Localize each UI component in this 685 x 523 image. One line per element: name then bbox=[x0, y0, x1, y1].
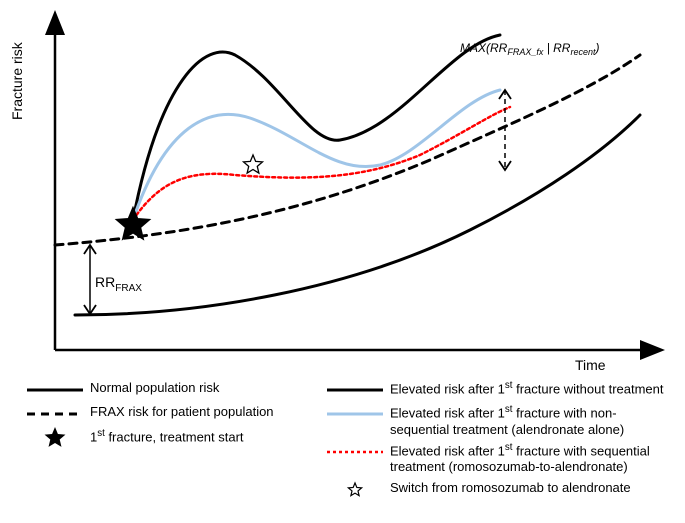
legend-label-sequential: Elevated risk after 1st fracture with se… bbox=[390, 442, 680, 476]
switch-star bbox=[243, 155, 262, 173]
legend-label-first-fracture: 1st fracture, treatment start bbox=[90, 428, 320, 446]
legend-label-switch: Switch from romosozumab to alendronate bbox=[390, 480, 680, 496]
curve-normal-population bbox=[75, 115, 640, 315]
fracture-risk-diagram: Fracture risk Time RRFRAX MAX(RRFRAX_fx … bbox=[0, 0, 685, 380]
rr-frax-annotation: RRFRAX bbox=[95, 274, 142, 294]
legend-item-sequential: Elevated risk after 1st fracture with se… bbox=[320, 442, 680, 476]
legend-label-no-treatment: Elevated risk after 1st fracture without… bbox=[390, 380, 680, 398]
max-annotation: MAX(RRFRAX_fx | RRrecent) bbox=[460, 41, 600, 57]
legend-item-first-fracture: 1st fracture, treatment start bbox=[20, 428, 320, 448]
legend-label-normal: Normal population risk bbox=[90, 380, 320, 396]
legend-item-normal: Normal population risk bbox=[20, 380, 320, 400]
x-axis-label: Time bbox=[575, 357, 606, 373]
legend-item-no-treatment: Elevated risk after 1st fracture without… bbox=[320, 380, 680, 400]
legend-item-frax: FRAX risk for patient population bbox=[20, 404, 320, 424]
legend: Normal population risk FRAX risk for pat… bbox=[20, 380, 680, 504]
legend-label-nonsequential: Elevated risk after 1st fracture with no… bbox=[390, 404, 680, 438]
curve-frax-population bbox=[55, 55, 640, 245]
legend-item-nonsequential: Elevated risk after 1st fracture with no… bbox=[320, 404, 680, 438]
curve-elevated-sequential bbox=[133, 107, 510, 220]
legend-item-switch: Switch from romosozumab to alendronate bbox=[320, 480, 680, 500]
legend-label-frax: FRAX risk for patient population bbox=[90, 404, 320, 420]
y-axis-label: Fracture risk bbox=[9, 41, 25, 120]
